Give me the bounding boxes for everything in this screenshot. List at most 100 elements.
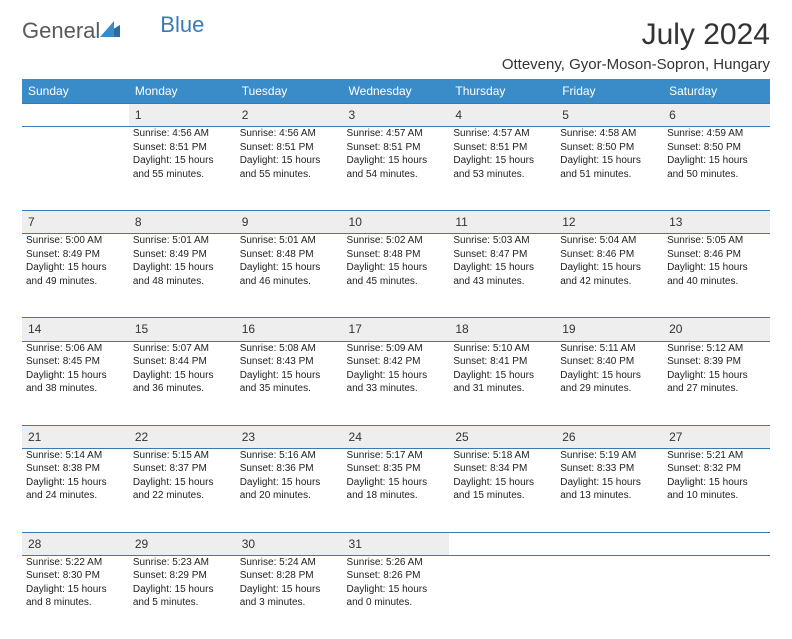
- daylight-text-line2: and 45 minutes.: [347, 275, 446, 289]
- sunset-text: Sunset: 8:50 PM: [667, 141, 766, 155]
- sunrise-text: Sunrise: 5:07 AM: [133, 342, 232, 356]
- daylight-text-line1: Daylight: 15 hours: [240, 369, 339, 383]
- sunrise-text: Sunrise: 5:01 AM: [240, 234, 339, 248]
- sunrise-text: Sunrise: 4:56 AM: [133, 127, 232, 141]
- sunrise-text: Sunrise: 5:08 AM: [240, 342, 339, 356]
- day-content-cell: Sunrise: 5:02 AMSunset: 8:48 PMDaylight:…: [343, 234, 450, 318]
- sunset-text: Sunset: 8:36 PM: [240, 462, 339, 476]
- logo-text-general: General: [22, 18, 100, 44]
- day-content-cell: Sunrise: 5:04 AMSunset: 8:46 PMDaylight:…: [556, 234, 663, 318]
- daylight-text-line1: Daylight: 15 hours: [667, 154, 766, 168]
- daylight-text-line1: Daylight: 15 hours: [26, 583, 125, 597]
- weekday-sun: Sunday: [22, 79, 129, 104]
- daylight-text-line2: and 48 minutes.: [133, 275, 232, 289]
- sunrise-text: Sunrise: 5:23 AM: [133, 556, 232, 570]
- daylight-text-line2: and 31 minutes.: [453, 382, 552, 396]
- day-content-cell: Sunrise: 5:19 AMSunset: 8:33 PMDaylight:…: [556, 448, 663, 532]
- day-number-cell: 21: [22, 425, 129, 448]
- day-number-cell: 16: [236, 318, 343, 341]
- day-number-cell: 8: [129, 211, 236, 234]
- daylight-text-line2: and 3 minutes.: [240, 596, 339, 610]
- daylight-text-line2: and 40 minutes.: [667, 275, 766, 289]
- day-content-cell: Sunrise: 5:05 AMSunset: 8:46 PMDaylight:…: [663, 234, 770, 318]
- day-number-cell: 4: [449, 104, 556, 127]
- daylight-text-line1: Daylight: 15 hours: [453, 154, 552, 168]
- daylight-text-line1: Daylight: 15 hours: [26, 476, 125, 490]
- day-number-cell: [663, 532, 770, 555]
- sunrise-text: Sunrise: 5:22 AM: [26, 556, 125, 570]
- daylight-text-line1: Daylight: 15 hours: [133, 369, 232, 383]
- calendar-page: General Blue July 2024 Otteveny, Gyor-Mo…: [0, 0, 792, 612]
- daylight-text-line1: Daylight: 15 hours: [667, 369, 766, 383]
- sunset-text: Sunset: 8:43 PM: [240, 355, 339, 369]
- daylight-text-line2: and 53 minutes.: [453, 168, 552, 182]
- day-number-cell: [449, 532, 556, 555]
- day-number-row: 78910111213: [22, 211, 770, 234]
- day-number-cell: 22: [129, 425, 236, 448]
- day-number-cell: 27: [663, 425, 770, 448]
- month-title: July 2024: [502, 18, 770, 52]
- day-number-cell: 24: [343, 425, 450, 448]
- daylight-text-line2: and 49 minutes.: [26, 275, 125, 289]
- day-number-cell: 6: [663, 104, 770, 127]
- daylight-text-line1: Daylight: 15 hours: [347, 476, 446, 490]
- location-text: Otteveny, Gyor-Moson-Sopron, Hungary: [502, 56, 770, 73]
- day-number-cell: 11: [449, 211, 556, 234]
- sunrise-text: Sunrise: 5:05 AM: [667, 234, 766, 248]
- daylight-text-line2: and 38 minutes.: [26, 382, 125, 396]
- day-number-cell: 12: [556, 211, 663, 234]
- day-content-row: Sunrise: 4:56 AMSunset: 8:51 PMDaylight:…: [22, 127, 770, 211]
- day-content-cell: Sunrise: 5:01 AMSunset: 8:49 PMDaylight:…: [129, 234, 236, 318]
- daylight-text-line1: Daylight: 15 hours: [240, 583, 339, 597]
- day-number-cell: 1: [129, 104, 236, 127]
- sunset-text: Sunset: 8:49 PM: [133, 248, 232, 262]
- day-number-cell: 14: [22, 318, 129, 341]
- daylight-text-line1: Daylight: 15 hours: [133, 154, 232, 168]
- calendar-table: Sunday Monday Tuesday Wednesday Thursday…: [22, 79, 770, 639]
- day-content-row: Sunrise: 5:14 AMSunset: 8:38 PMDaylight:…: [22, 448, 770, 532]
- sunset-text: Sunset: 8:44 PM: [133, 355, 232, 369]
- day-content-cell: Sunrise: 5:15 AMSunset: 8:37 PMDaylight:…: [129, 448, 236, 532]
- day-content-row: Sunrise: 5:22 AMSunset: 8:30 PMDaylight:…: [22, 555, 770, 639]
- daylight-text-line2: and 10 minutes.: [667, 489, 766, 503]
- sunset-text: Sunset: 8:51 PM: [133, 141, 232, 155]
- sunrise-text: Sunrise: 5:16 AM: [240, 449, 339, 463]
- day-content-cell: Sunrise: 5:01 AMSunset: 8:48 PMDaylight:…: [236, 234, 343, 318]
- page-header: General Blue July 2024 Otteveny, Gyor-Mo…: [22, 18, 770, 73]
- sunset-text: Sunset: 8:41 PM: [453, 355, 552, 369]
- day-content-row: Sunrise: 5:06 AMSunset: 8:45 PMDaylight:…: [22, 341, 770, 425]
- sunset-text: Sunset: 8:46 PM: [667, 248, 766, 262]
- day-number-cell: 30: [236, 532, 343, 555]
- sunrise-text: Sunrise: 4:58 AM: [560, 127, 659, 141]
- daylight-text-line1: Daylight: 15 hours: [240, 476, 339, 490]
- daylight-text-line1: Daylight: 15 hours: [133, 583, 232, 597]
- day-number-cell: 26: [556, 425, 663, 448]
- day-content-cell: Sunrise: 4:57 AMSunset: 8:51 PMDaylight:…: [449, 127, 556, 211]
- daylight-text-line2: and 24 minutes.: [26, 489, 125, 503]
- sunset-text: Sunset: 8:32 PM: [667, 462, 766, 476]
- day-number-cell: 3: [343, 104, 450, 127]
- daylight-text-line1: Daylight: 15 hours: [453, 369, 552, 383]
- sunrise-text: Sunrise: 4:57 AM: [453, 127, 552, 141]
- weekday-mon: Monday: [129, 79, 236, 104]
- daylight-text-line2: and 0 minutes.: [347, 596, 446, 610]
- sunset-text: Sunset: 8:38 PM: [26, 462, 125, 476]
- daylight-text-line2: and 5 minutes.: [133, 596, 232, 610]
- sunrise-text: Sunrise: 4:57 AM: [347, 127, 446, 141]
- daylight-text-line1: Daylight: 15 hours: [133, 261, 232, 275]
- day-content-cell: Sunrise: 5:11 AMSunset: 8:40 PMDaylight:…: [556, 341, 663, 425]
- day-number-row: 21222324252627: [22, 425, 770, 448]
- weekday-tue: Tuesday: [236, 79, 343, 104]
- day-number-cell: 13: [663, 211, 770, 234]
- daylight-text-line2: and 50 minutes.: [667, 168, 766, 182]
- day-content-cell: [663, 555, 770, 639]
- sunrise-text: Sunrise: 5:11 AM: [560, 342, 659, 356]
- daylight-text-line2: and 15 minutes.: [453, 489, 552, 503]
- day-content-cell: Sunrise: 5:21 AMSunset: 8:32 PMDaylight:…: [663, 448, 770, 532]
- day-number-cell: 25: [449, 425, 556, 448]
- daylight-text-line2: and 18 minutes.: [347, 489, 446, 503]
- day-content-cell: Sunrise: 4:57 AMSunset: 8:51 PMDaylight:…: [343, 127, 450, 211]
- day-content-row: Sunrise: 5:00 AMSunset: 8:49 PMDaylight:…: [22, 234, 770, 318]
- daylight-text-line2: and 8 minutes.: [26, 596, 125, 610]
- logo-triangle-icon: [100, 21, 120, 42]
